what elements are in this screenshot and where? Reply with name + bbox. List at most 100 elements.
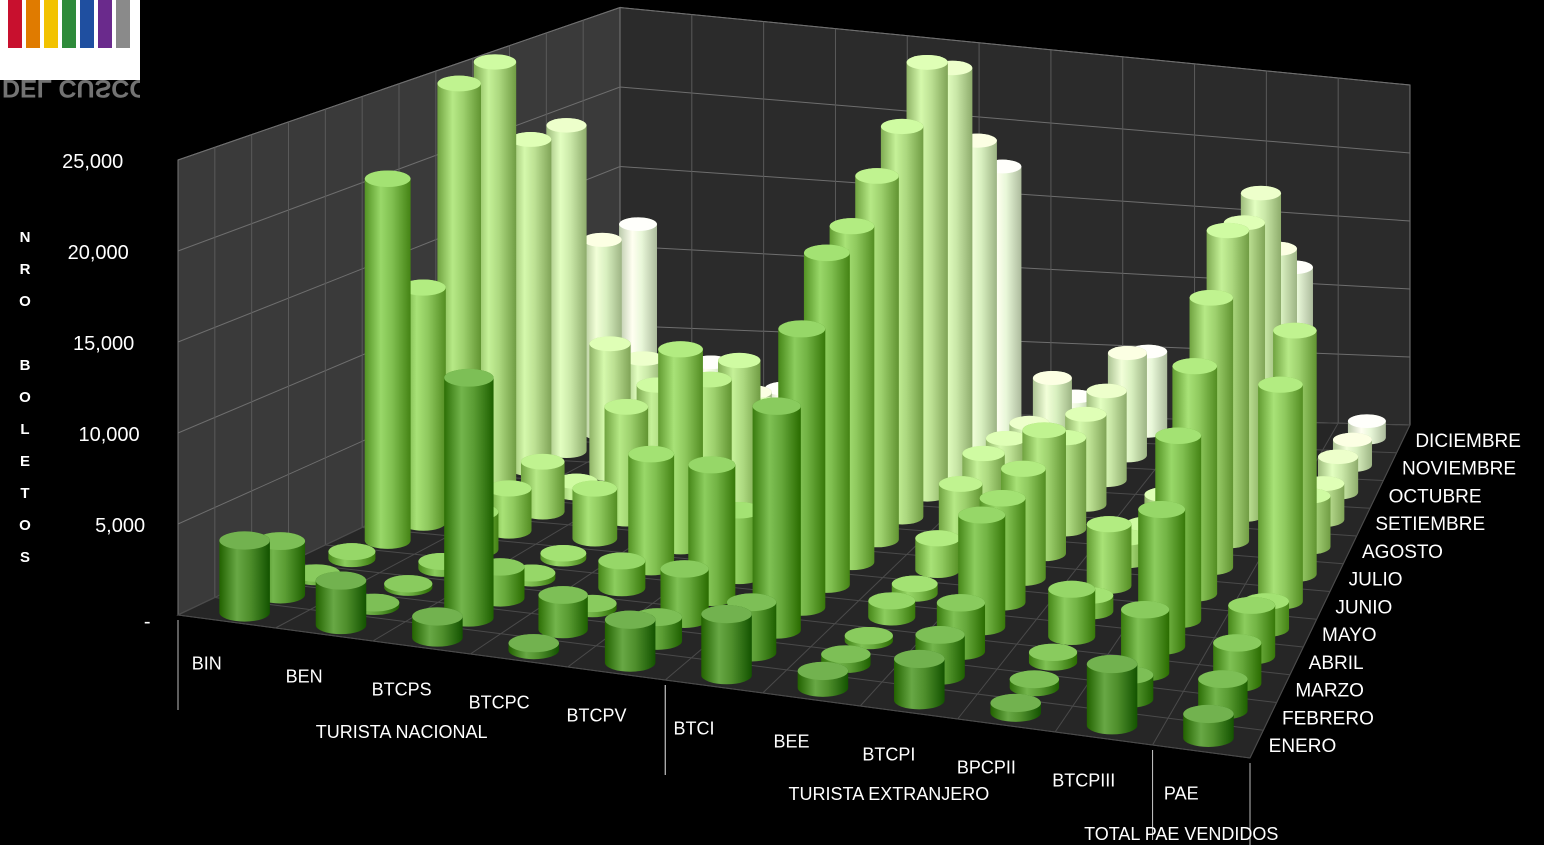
bar-abril-bin <box>328 543 376 568</box>
bar-junio-btcps <box>572 480 618 547</box>
bar-top <box>1107 346 1147 361</box>
logo-stripe <box>80 0 94 48</box>
floor-gridline <box>177 614 1251 759</box>
series-label: DICIEMBRE <box>1415 431 1521 452</box>
bar-top <box>437 75 482 92</box>
bar-top <box>1086 383 1127 399</box>
bar-top <box>315 571 367 590</box>
x-tick-label: PAE <box>1164 784 1199 804</box>
bar-top <box>915 626 965 644</box>
bar-marzo-ben <box>384 575 433 596</box>
bar-body <box>628 445 675 576</box>
bar-top <box>752 397 801 415</box>
bar-top <box>803 244 850 262</box>
series-label: SETIEMBRE <box>1375 514 1485 535</box>
bar-top <box>1086 516 1132 533</box>
bar-top <box>520 453 565 470</box>
bar-top <box>906 54 948 70</box>
bar-top <box>510 132 552 147</box>
bar-body <box>401 279 446 531</box>
bar-abril-bee <box>868 592 916 626</box>
bar-top <box>1258 376 1303 393</box>
bar-top <box>1228 596 1276 614</box>
logo-stripe <box>8 0 22 48</box>
y-tick-label: 5,000 <box>95 515 145 537</box>
bar-top <box>1347 414 1386 428</box>
bar-mayo-btcps <box>540 544 587 567</box>
y-tick-label: 20,000 <box>68 242 129 264</box>
bar-body <box>364 170 411 549</box>
bar-enero-ben <box>315 571 367 635</box>
x-tick-label: BTCPIII <box>1052 771 1115 791</box>
bar-marzo-bpcpii <box>1028 643 1078 671</box>
x-tick-label: BTCI <box>673 719 714 739</box>
bar-top <box>604 610 656 629</box>
bar-top <box>538 586 588 604</box>
bar-top <box>582 232 622 247</box>
bar-top <box>894 649 945 669</box>
bar-top <box>829 218 875 235</box>
bar-top <box>444 368 494 387</box>
x-tick-label: BIN <box>192 654 222 674</box>
bar-marzo-btci <box>752 397 801 639</box>
logo-reflection: DEL CUSCO <box>2 74 140 102</box>
bar-enero-btcpc <box>508 634 560 660</box>
bar-top <box>1198 670 1248 689</box>
x-tick-label: BTCPI <box>862 745 915 765</box>
bar-top <box>868 592 916 610</box>
x-tick-label: BEE <box>773 732 809 752</box>
logo-stripe <box>98 0 112 48</box>
series-label: NOVIEMBRE <box>1402 459 1516 480</box>
bar-body <box>1258 376 1303 610</box>
bar-body <box>520 453 565 520</box>
bar-top <box>658 341 703 358</box>
bar-top <box>598 552 646 570</box>
bar-top <box>778 320 826 338</box>
bar-top <box>962 445 1005 462</box>
y-tick-label: 15,000 <box>73 333 134 355</box>
x-tick-label: BTCPV <box>567 706 627 726</box>
bar-top <box>1121 601 1170 619</box>
logo: DEL CUSCO DEL CUSCO <box>0 0 149 110</box>
chart-bars <box>219 54 1386 747</box>
bar-setiembre-bin <box>510 132 552 477</box>
bar-top <box>990 693 1041 713</box>
bar-febrero-pae <box>1198 670 1248 720</box>
bar-top <box>1183 704 1234 724</box>
bar-top <box>1332 432 1373 447</box>
y-tick-label: - <box>144 611 151 633</box>
bar-top <box>1240 185 1282 201</box>
bar-marzo-bee <box>844 627 893 650</box>
bar-top <box>589 336 631 352</box>
bar-top <box>604 399 649 415</box>
x-tick-label: BEN <box>286 667 323 687</box>
category-group-label: TOTAL PAE VENDIDOS <box>1084 824 1278 844</box>
bar-top <box>855 168 899 184</box>
bar-body <box>1086 516 1132 594</box>
bar-top <box>1048 580 1096 598</box>
bar-top <box>473 54 517 70</box>
bar-top <box>880 118 924 135</box>
logo-stripe <box>62 0 76 48</box>
bar-enero-btcps <box>412 607 463 647</box>
bar-abril-btcpc <box>598 552 646 597</box>
bar-enero-btcpiii <box>1086 654 1138 735</box>
bar-top <box>915 530 961 547</box>
bar-body <box>572 480 618 547</box>
bar-top <box>1213 634 1262 652</box>
bar-junio-bpcpii <box>1086 516 1132 594</box>
bar-top <box>364 170 411 188</box>
bar-top <box>844 627 893 645</box>
bar-top <box>219 531 270 550</box>
series-label: ABRIL <box>1309 653 1364 674</box>
series-label: AGOSTO <box>1362 542 1443 563</box>
logo-text: DEL CUSCO <box>2 52 140 80</box>
bar-top <box>412 607 463 626</box>
bar-top <box>623 351 664 366</box>
bar-junio-bin <box>401 279 446 531</box>
logo-stripe <box>44 0 58 48</box>
bar-top <box>660 560 709 578</box>
bar-top <box>1273 322 1317 339</box>
bar-body <box>510 132 552 477</box>
bar-febrero-bpcpii <box>1009 670 1060 697</box>
